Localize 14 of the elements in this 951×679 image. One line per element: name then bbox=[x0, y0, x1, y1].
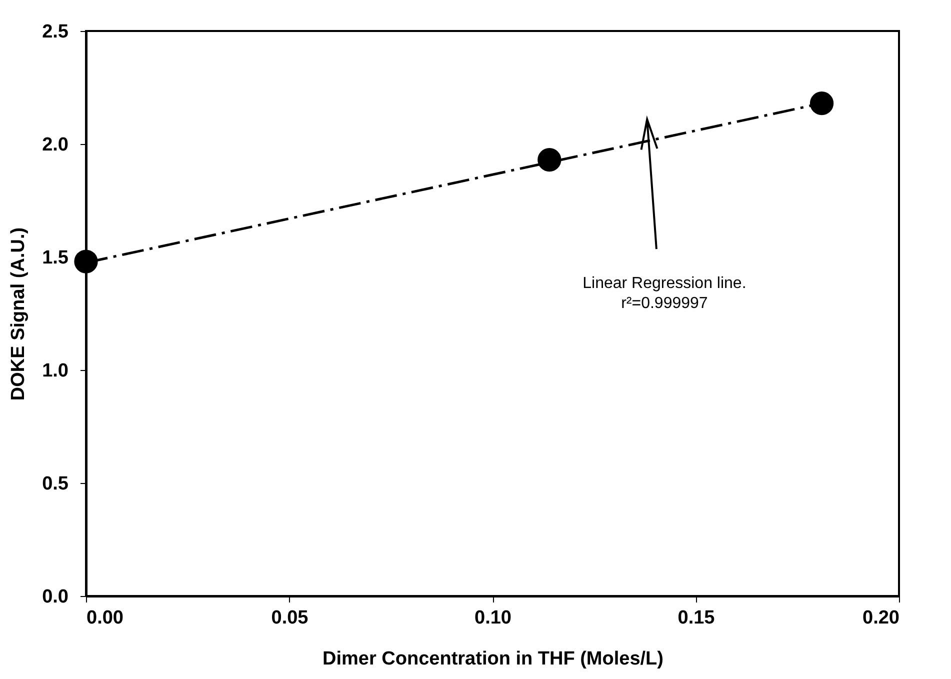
y-tick-label: 1.5 bbox=[42, 248, 69, 268]
x-tick-label: 0.05 bbox=[271, 608, 309, 628]
y-tick-label: 0.0 bbox=[42, 586, 68, 608]
x-axis-title: Dimer Concentration in THF (Moles/L) bbox=[322, 648, 664, 670]
x-tick-label: 0.15 bbox=[678, 608, 716, 628]
y-tick-label: 2.5 bbox=[42, 22, 69, 42]
y-axis-title: DOKE Signal (A.U.) bbox=[8, 227, 30, 401]
x-tick-label: 0.00 bbox=[86, 608, 124, 628]
y-tick-label: 1.0 bbox=[42, 360, 68, 382]
annotation: Linear Regression line. r²=0.999997 bbox=[582, 275, 746, 312]
x-tick-label: 0.10 bbox=[474, 608, 512, 628]
x-tick-label: 0.20 bbox=[862, 608, 900, 628]
y-tick-label: 0.5 bbox=[42, 474, 69, 494]
y-tick-label: 2.0 bbox=[42, 134, 68, 156]
